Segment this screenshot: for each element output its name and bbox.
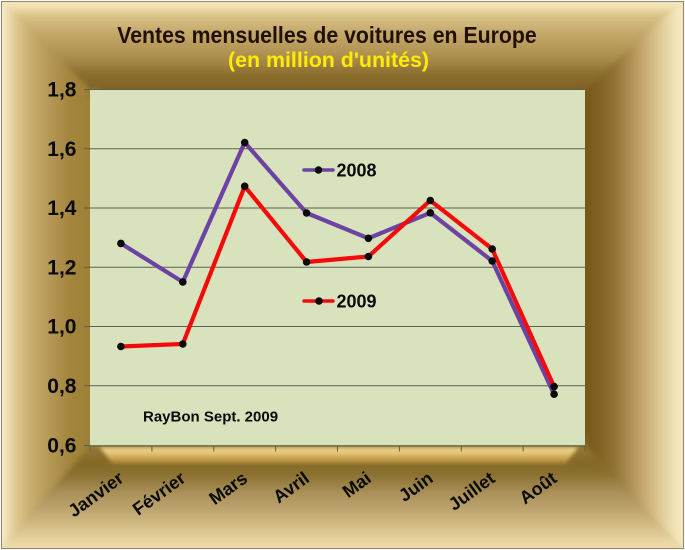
svg-text:2008: 2008 — [337, 161, 377, 181]
svg-text:RayBon Sept. 2009: RayBon Sept. 2009 — [143, 408, 278, 425]
svg-text:2009: 2009 — [337, 292, 377, 312]
svg-text:0,6: 0,6 — [47, 435, 76, 458]
svg-text:1,2: 1,2 — [47, 256, 76, 279]
svg-text:1,6: 1,6 — [47, 138, 76, 161]
svg-text:1,4: 1,4 — [47, 197, 77, 220]
svg-text:1,0: 1,0 — [47, 316, 76, 339]
svg-text:(en million d'unités): (en million d'unités) — [228, 49, 429, 72]
svg-text:0,8: 0,8 — [47, 375, 77, 398]
svg-text:1,8: 1,8 — [47, 79, 77, 102]
svg-text:Ventes mensuelles de voitures: Ventes mensuelles de voitures en Europe — [117, 22, 537, 48]
